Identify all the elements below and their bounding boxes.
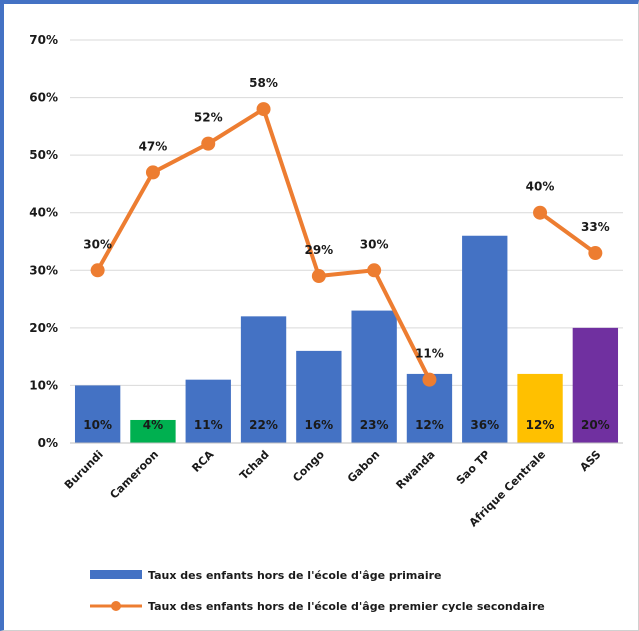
- bar: [130, 419, 176, 443]
- legend-bar-swatch: [90, 570, 142, 579]
- line-marker: [90, 263, 105, 278]
- line-marker: [367, 263, 382, 278]
- bar-data-label: 20%: [581, 418, 610, 432]
- line-marker: [256, 102, 271, 117]
- y-tick-label: 50%: [29, 148, 58, 162]
- x-category-label: RCA: [189, 448, 216, 475]
- line-marker: [201, 136, 216, 151]
- legend: Taux des enfants hors de l'école d'âge p…: [90, 569, 545, 613]
- x-axis: Burundi Cameroon RCA Tchad Congo Gabon Rwanda S…: [62, 442, 623, 529]
- line-data-label: 30%: [360, 237, 389, 251]
- line-data-label: 40%: [526, 180, 555, 194]
- line-data-labels: 30% 47% 52% 58% 29% 30% 11% 40% 33%: [83, 76, 609, 361]
- line-data-label: 52%: [194, 111, 223, 125]
- bar: [351, 310, 397, 443]
- bar-data-label: 36%: [470, 418, 499, 432]
- bar-data-label: 23%: [360, 418, 389, 432]
- line-marker: [588, 246, 603, 261]
- line-marker: [311, 269, 326, 284]
- y-tick-label: 70%: [29, 33, 58, 47]
- bar: [185, 379, 231, 443]
- bar-data-label: 11%: [194, 418, 223, 432]
- bar-data-labels: 10% 4% 11% 22% 16% 23% 12% 36% 12% 20%: [83, 418, 609, 432]
- y-tick-label: 0%: [38, 436, 58, 450]
- x-category-label: Rwanda: [394, 448, 438, 492]
- legend-line-marker: [111, 601, 121, 611]
- bar-series: [74, 235, 619, 443]
- line-data-label: 58%: [249, 76, 278, 90]
- line-data-label: 11%: [415, 347, 444, 361]
- y-tick-label: 40%: [29, 206, 58, 220]
- bar: [517, 373, 563, 443]
- bar: [462, 235, 508, 443]
- bar-data-label: 12%: [526, 418, 555, 432]
- y-tick-label: 30%: [29, 263, 58, 277]
- bar: [240, 316, 287, 443]
- bar: [572, 327, 619, 443]
- y-axis: 0% 10% 20% 30% 40% 50% 60% 70%: [29, 33, 58, 450]
- x-category-label: Tchad: [237, 448, 271, 482]
- bar-data-label: 16%: [304, 418, 333, 432]
- x-category-label: ASS: [577, 448, 603, 474]
- legend-bar-label: Taux des enfants hors de l'école d'âge p…: [148, 569, 441, 582]
- bar-data-label: 10%: [83, 418, 112, 432]
- y-tick-label: 60%: [29, 91, 58, 105]
- line-marker: [145, 165, 160, 180]
- x-category-label: Burundi: [62, 448, 106, 492]
- bar: [296, 350, 342, 443]
- line-marker: [422, 372, 437, 387]
- line-series: [90, 102, 603, 387]
- line-segment: [538, 210, 598, 256]
- line-data-label: 33%: [581, 220, 610, 234]
- bar-data-label: 12%: [415, 418, 444, 432]
- bar: [74, 385, 121, 443]
- x-category-label: Gabon: [345, 448, 382, 485]
- line-data-label: 29%: [304, 243, 333, 257]
- x-category-label: Congo: [290, 448, 327, 485]
- y-tick-label: 10%: [29, 378, 58, 392]
- y-tick-label: 20%: [29, 321, 58, 335]
- line-data-label: 47%: [139, 139, 168, 153]
- x-category-label: Cameroon: [107, 448, 161, 502]
- legend-line-label: Taux des enfants hors de l'école d'âge p…: [148, 600, 545, 613]
- bar-data-label: 22%: [249, 418, 278, 432]
- line-marker: [533, 205, 548, 220]
- x-category-label: Sao TP: [454, 448, 493, 487]
- line-data-label: 30%: [83, 237, 112, 251]
- bar-data-label: 4%: [143, 418, 163, 432]
